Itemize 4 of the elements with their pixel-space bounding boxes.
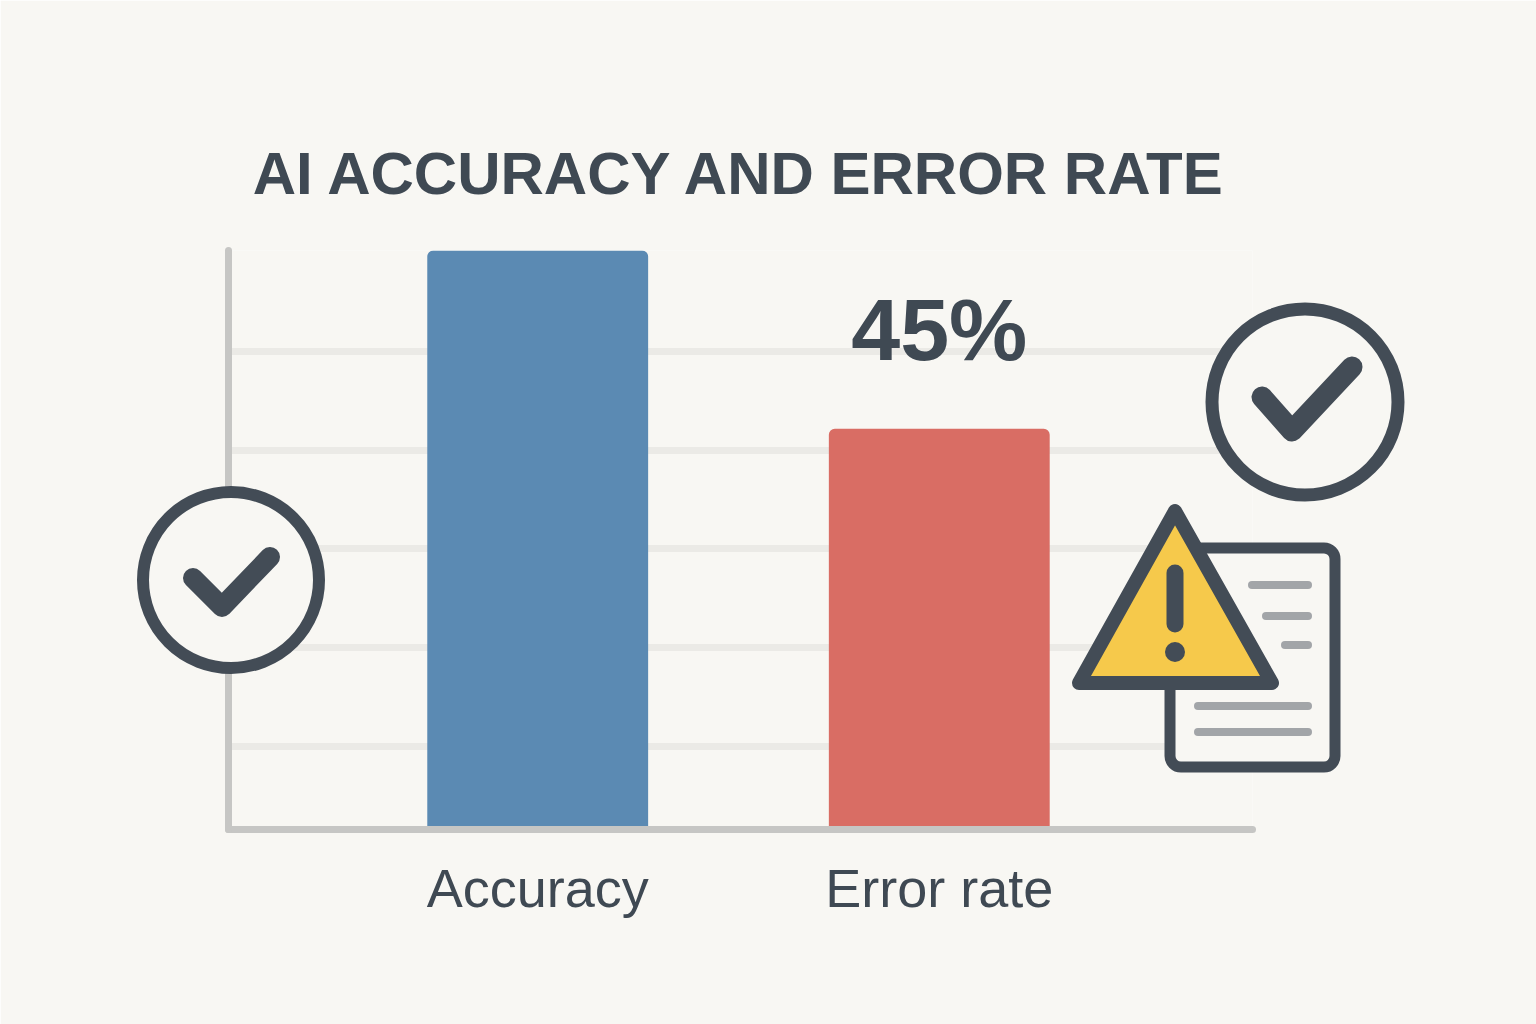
x-tick-label: Error rate	[825, 857, 1054, 918]
chart-title: AI ACCURACY AND ERROR RATE	[252, 139, 1223, 207]
data-label: 45%	[851, 279, 1028, 379]
x-tick-label: Accuracy	[426, 857, 649, 918]
